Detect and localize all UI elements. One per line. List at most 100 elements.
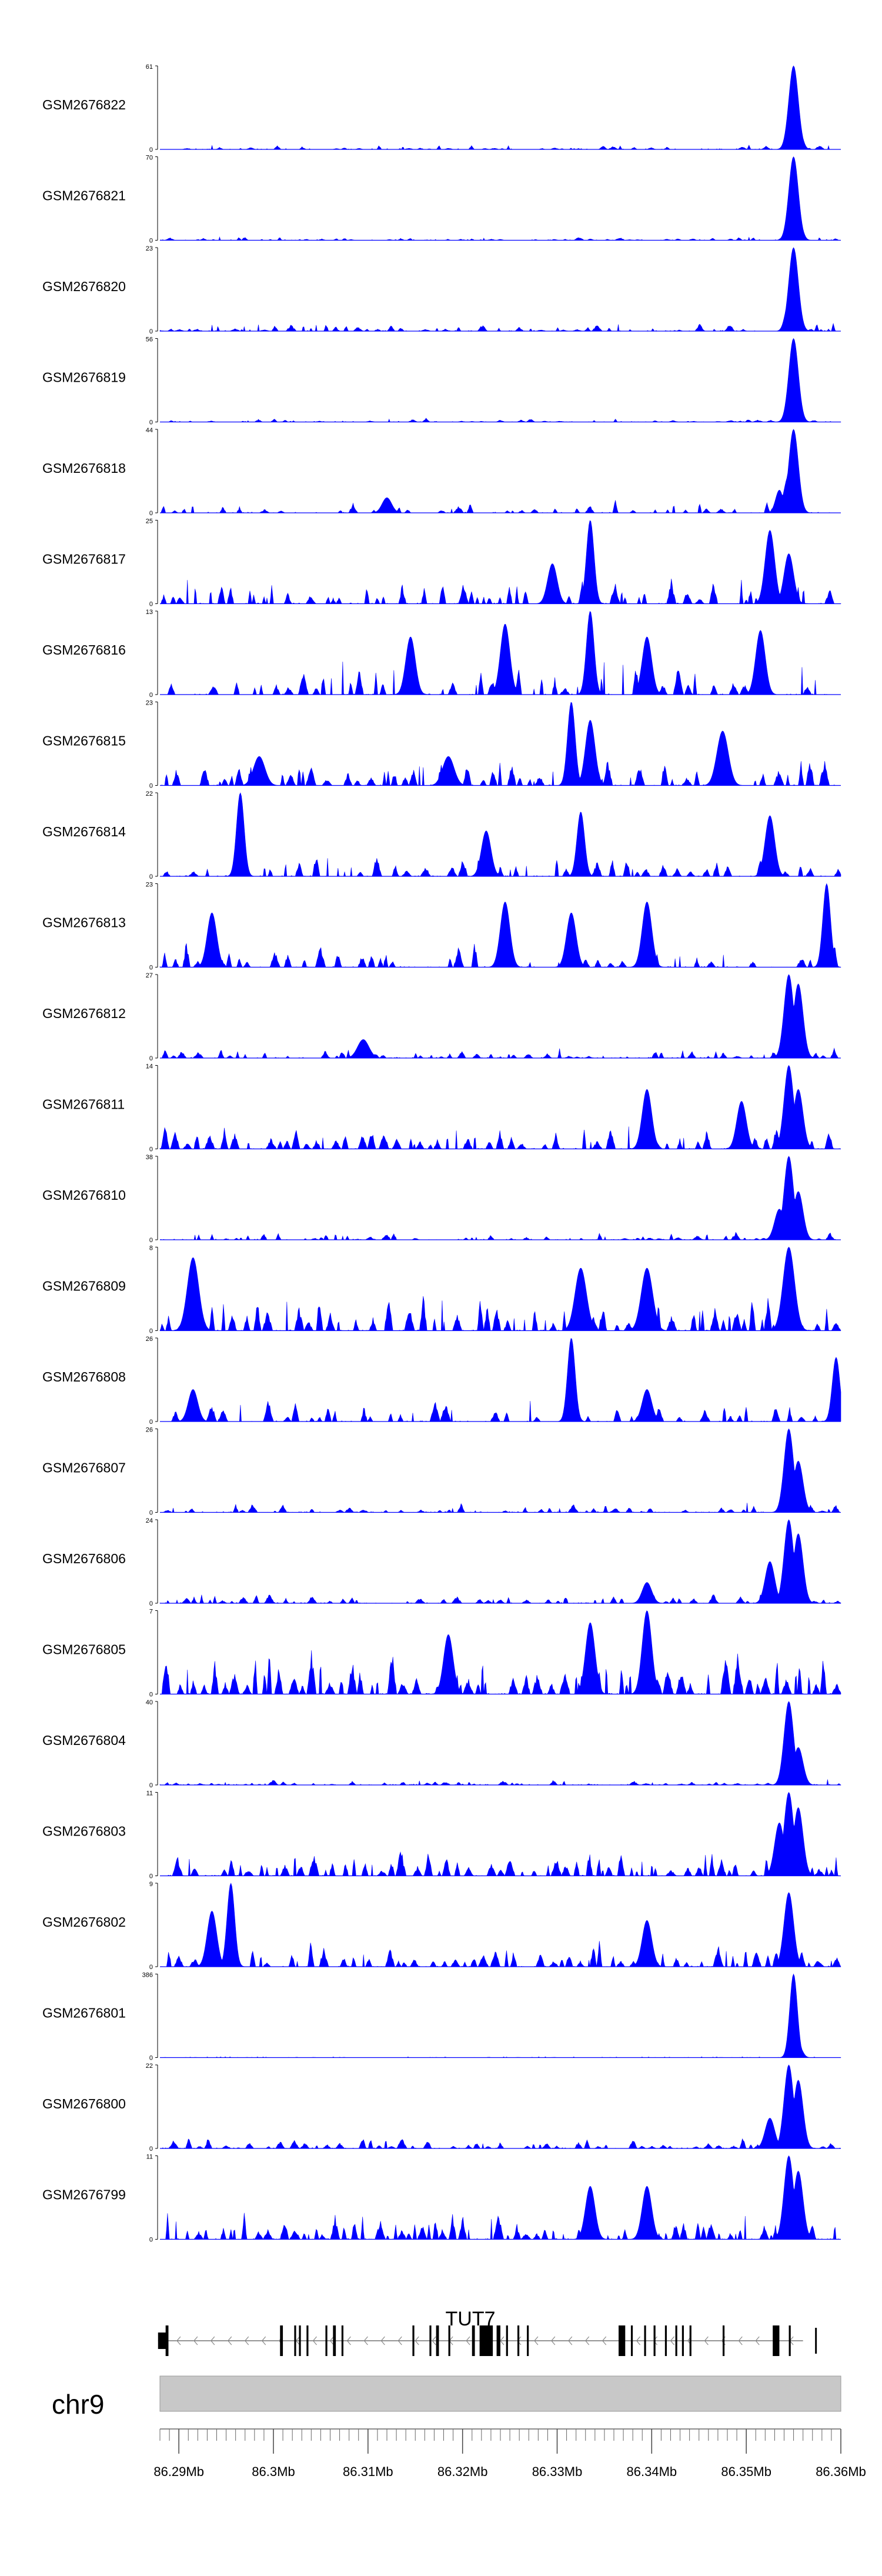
- exon: [689, 2325, 691, 2356]
- strand-arrow: [363, 2336, 368, 2345]
- y-min-label: 0: [149, 1600, 153, 1607]
- exon: [664, 2325, 667, 2356]
- y-max-label: 9: [149, 1881, 153, 1888]
- y-min-label: 0: [149, 1510, 153, 1517]
- coverage-area-GSM2676819: [160, 338, 841, 422]
- track-label: GSM2676812: [42, 1006, 126, 1021]
- strand-arrow: [193, 2336, 198, 2345]
- strand-arrow: [568, 2336, 573, 2345]
- exon: [496, 2325, 500, 2356]
- y-max-label: 22: [146, 790, 153, 798]
- y-min-label: 0: [149, 419, 153, 426]
- track-GSM2676804: GSM2676804 40 0: [42, 1699, 841, 1789]
- track-label: GSM2676816: [42, 642, 126, 658]
- y-max-label: 7: [149, 1609, 153, 1616]
- x-tick-label: 86.36Mb: [816, 2464, 866, 2479]
- y-min-label: 0: [149, 1782, 153, 1789]
- track-label: GSM2676822: [42, 97, 126, 112]
- track-label: GSM2676811: [42, 1097, 125, 1112]
- track-label: GSM2676806: [42, 1551, 126, 1566]
- gene-model-track: TUT7: [158, 2308, 817, 2356]
- coverage-area-GSM2676809: [159, 1247, 841, 1332]
- exon: [333, 2325, 336, 2356]
- strand-arrow: [602, 2336, 607, 2345]
- strand-arrow: [244, 2336, 249, 2345]
- strand-arrow: [755, 2336, 760, 2345]
- coverage-area-GSM2676817: [160, 520, 841, 605]
- y-max-label: 14: [146, 1063, 153, 1070]
- track-label: GSM2676805: [42, 1642, 126, 1657]
- y-max-label: 22: [146, 2063, 153, 2070]
- track-GSM2676800: GSM2676800 22 0: [42, 2063, 841, 2153]
- y-max-label: 26: [146, 1427, 153, 1434]
- y-min-label: 0: [149, 1419, 153, 1426]
- coverage-area-GSM2676802: [160, 1883, 841, 1968]
- coverage-area-GSM2676806: [159, 1519, 841, 1604]
- chromosome-ideogram: [159, 2375, 841, 2412]
- strand-arrow: [432, 2336, 436, 2345]
- coverage-area-GSM2676814: [160, 792, 841, 877]
- y-min-label: 0: [149, 2237, 153, 2244]
- track-GSM2676818: GSM2676818 44 0: [42, 427, 841, 517]
- x-tick-label: 86.29Mb: [153, 2464, 204, 2479]
- track-GSM2676822: GSM2676822 61 0: [42, 64, 841, 154]
- strand-arrow: [584, 2336, 590, 2345]
- strand-arrow: [636, 2336, 641, 2345]
- track-label: GSM2676808: [42, 1369, 126, 1384]
- track-label: GSM2676817: [42, 552, 126, 567]
- coverage-area-GSM2676804: [159, 1701, 841, 1786]
- track-label: GSM2676819: [42, 370, 126, 385]
- exon: [789, 2325, 791, 2356]
- strand-arrow: [211, 2336, 215, 2345]
- exon: [619, 2325, 626, 2356]
- strand-arrow: [380, 2336, 385, 2345]
- track-GSM2676813: GSM2676813 23 0: [42, 882, 841, 972]
- exon: [773, 2325, 780, 2356]
- y-min-label: 0: [149, 601, 153, 608]
- y-max-label: 27: [146, 972, 153, 979]
- strand-arrow: [738, 2336, 743, 2345]
- strand-arrow: [261, 2336, 266, 2345]
- y-max-label: 26: [146, 1336, 153, 1343]
- x-tick-label: 86.33Mb: [532, 2464, 583, 2479]
- y-min-label: 0: [149, 1328, 153, 1335]
- y-max-label: 70: [146, 155, 153, 162]
- y-min-label: 0: [149, 2145, 153, 2153]
- y-max-label: 13: [146, 609, 153, 616]
- track-GSM2676807: GSM2676807 26 0: [42, 1427, 841, 1517]
- exon: [527, 2325, 529, 2356]
- track-GSM2676810: GSM2676810 38 0: [42, 1154, 841, 1244]
- track-label: GSM2676801: [42, 2006, 126, 2021]
- track-GSM2676815: GSM2676815 23 0: [42, 700, 841, 790]
- y-min-label: 0: [149, 1691, 153, 1699]
- track-GSM2676820: GSM2676820 23 0: [42, 245, 841, 335]
- exon: [653, 2325, 656, 2356]
- exon: [158, 2333, 168, 2349]
- y-max-label: 11: [146, 2154, 153, 2161]
- y-max-label: 24: [146, 1517, 153, 1524]
- track-GSM2676821: GSM2676821 70 0: [42, 155, 841, 245]
- y-min-label: 0: [149, 510, 153, 517]
- strand-arrow: [551, 2336, 556, 2345]
- y-min-label: 0: [149, 873, 153, 880]
- track-label: GSM2676820: [42, 279, 126, 294]
- exon: [472, 2325, 475, 2356]
- coverage-area-GSM2676812: [160, 974, 841, 1059]
- track-label: GSM2676802: [42, 1914, 126, 1930]
- strand-arrow: [415, 2336, 419, 2345]
- track-GSM2676814: GSM2676814 22 0: [42, 790, 841, 880]
- y-min-label: 0: [149, 1237, 153, 1244]
- exon: [517, 2325, 520, 2356]
- track-GSM2676799: GSM2676799 11 0: [42, 2154, 841, 2244]
- track-label: GSM2676814: [42, 824, 126, 839]
- track-GSM2676819: GSM2676819 56 0: [42, 336, 841, 426]
- chromosome-label: chr9: [52, 2389, 104, 2420]
- track-GSM2676806: GSM2676806 24 0: [42, 1517, 841, 1607]
- y-max-label: 40: [146, 1699, 153, 1706]
- y-min-label: 0: [149, 1055, 153, 1062]
- y-max-label: 23: [146, 700, 153, 707]
- y-max-label: 11: [146, 1790, 153, 1797]
- coverage-area-GSM2676800: [160, 2064, 841, 2149]
- coverage-area-GSM2676818: [160, 429, 841, 513]
